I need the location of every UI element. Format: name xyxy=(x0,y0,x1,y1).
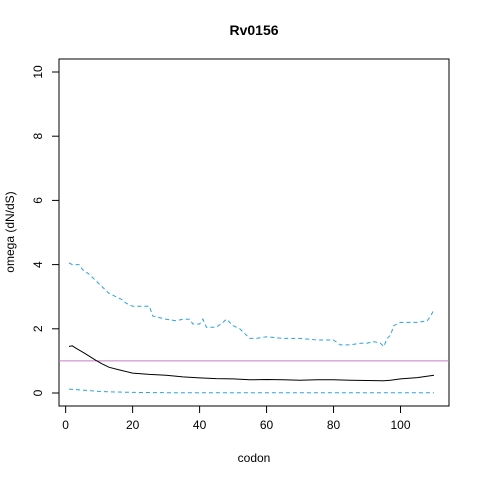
y-axis-label: omega (dN/dS) xyxy=(3,191,17,272)
x-axis-label: codon xyxy=(238,451,271,465)
y-tick-label: 2 xyxy=(31,325,45,332)
series-group xyxy=(68,262,435,394)
y-axis: 0 2 4 6 8 10 xyxy=(31,65,60,396)
y-tick-label: 10 xyxy=(31,65,45,79)
plot-frame xyxy=(58,58,450,407)
series-line-1 xyxy=(68,345,435,382)
x-axis: 0 20 40 60 80 100 xyxy=(62,405,411,432)
x-tick-label: 40 xyxy=(193,418,207,432)
y-tick-label: 6 xyxy=(31,197,45,204)
x-tick-label: 100 xyxy=(390,418,410,432)
y-tick-label: 0 xyxy=(31,389,45,396)
chart-title: Rv0156 xyxy=(229,22,278,38)
series-line-2 xyxy=(68,262,435,348)
x-tick-label: 80 xyxy=(327,418,341,432)
x-tick-label: 60 xyxy=(260,418,274,432)
x-tick-label: 0 xyxy=(62,418,69,432)
y-tick-label: 4 xyxy=(31,261,45,268)
x-tick-label: 20 xyxy=(126,418,140,432)
series-line-3 xyxy=(68,388,434,394)
y-tick-label: 8 xyxy=(31,133,45,140)
